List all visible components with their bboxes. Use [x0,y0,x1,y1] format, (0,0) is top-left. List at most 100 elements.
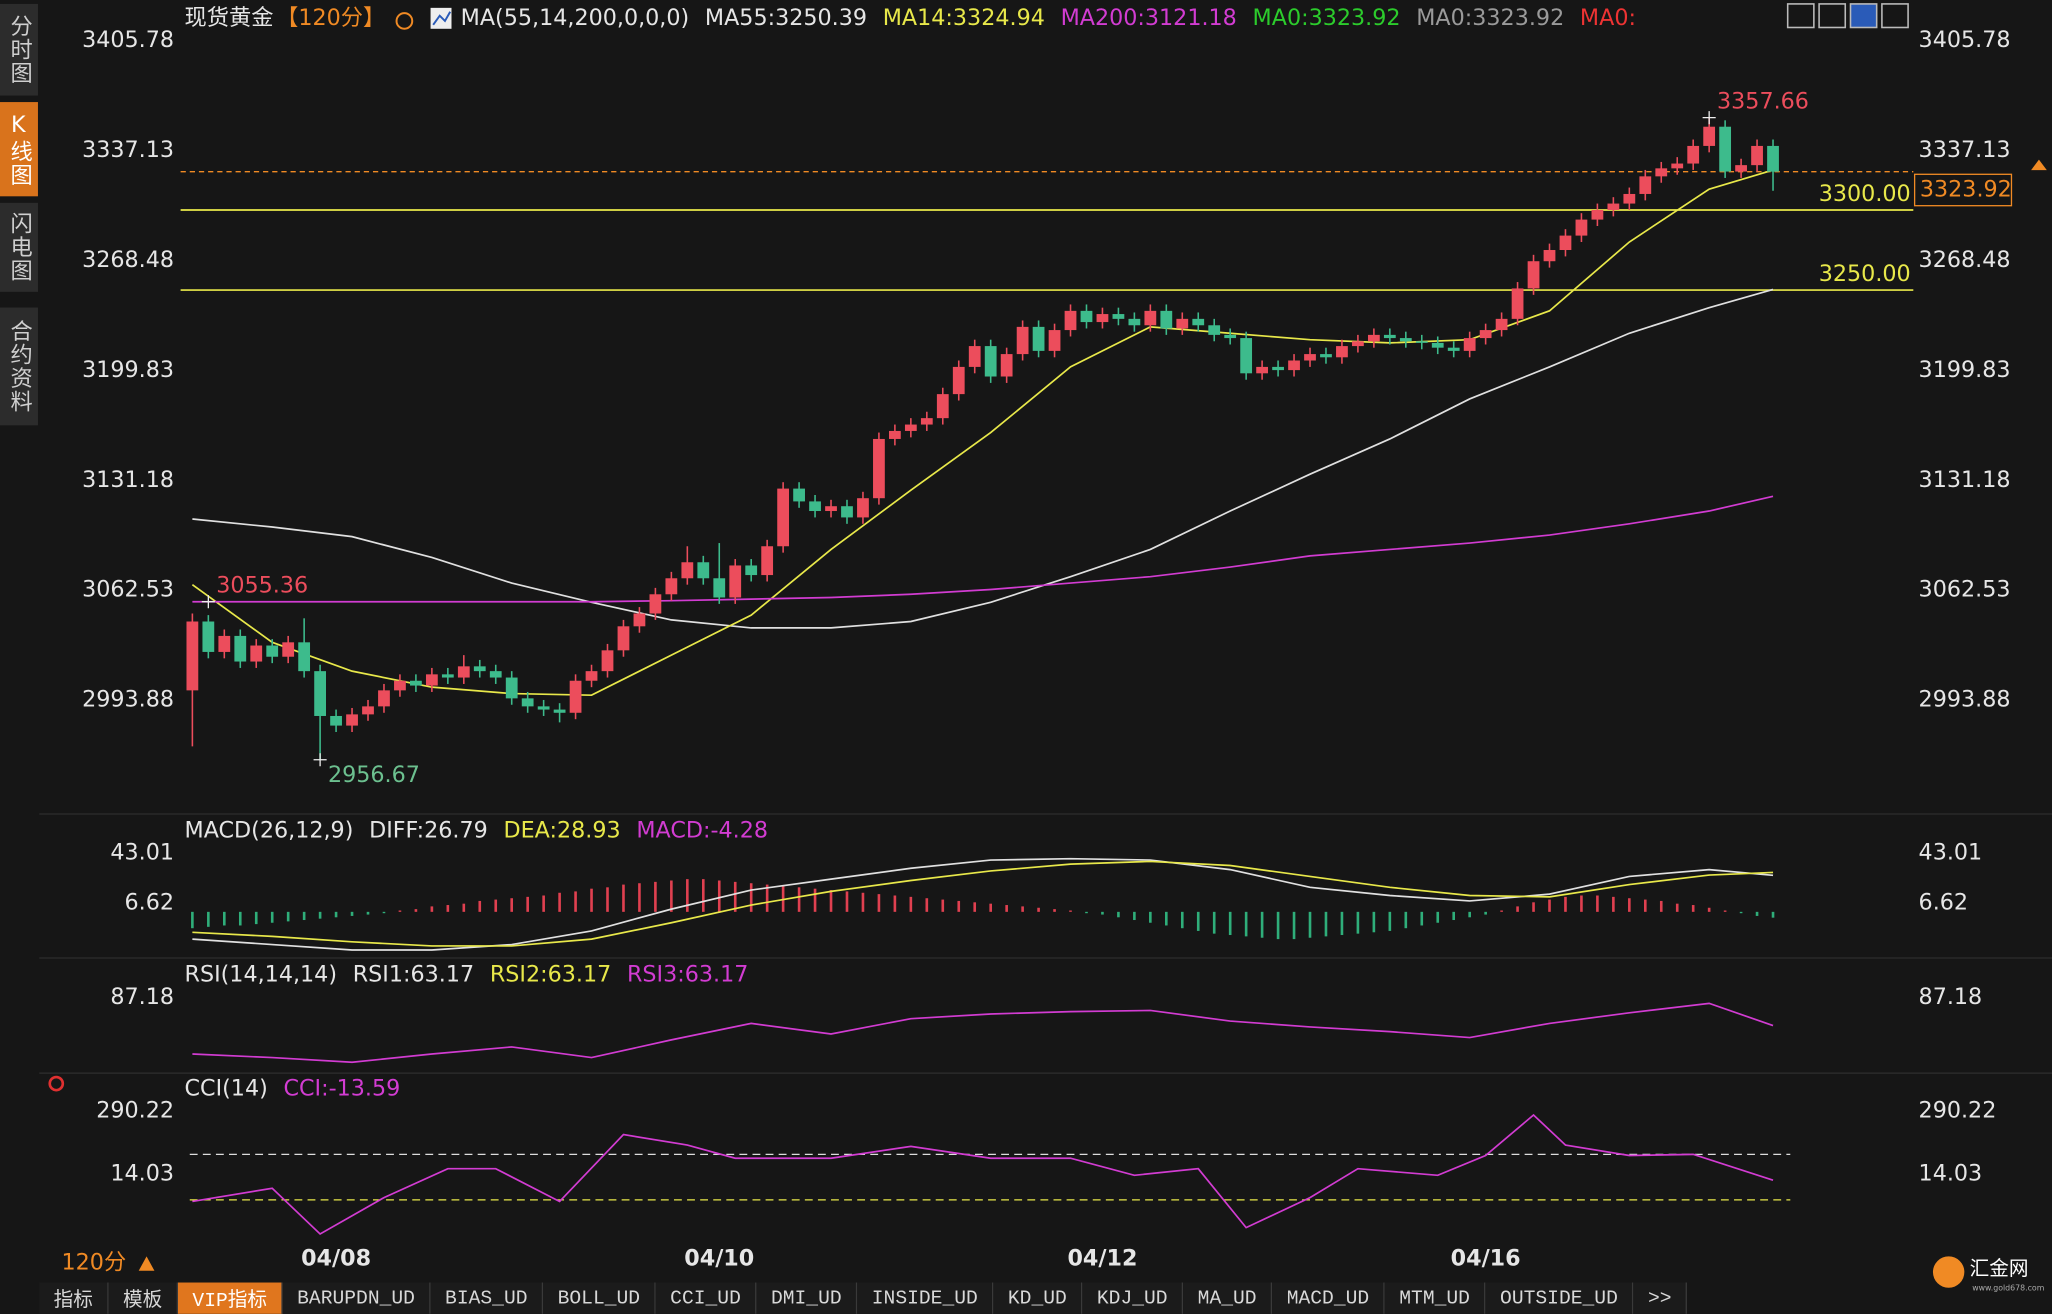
annotation: 2956.67 [328,762,420,788]
legend-item: RSI3:63.17 [627,961,748,987]
candle-body [697,562,710,579]
price-arrow [2031,159,2047,171]
candle-body [873,438,885,499]
legend-item: RSI1:63.17 [353,961,474,987]
candle-body [1096,314,1109,323]
candle-body [729,565,742,598]
logo-url: www.gold678.com [1972,1283,2044,1292]
y-tick-label: 3062.53 [82,577,174,603]
candle-body [218,635,231,652]
candle-body [1224,334,1237,339]
y-tick-label-right: 43.01 [1919,840,1983,866]
tab[interactable]: 模板 [108,1282,179,1314]
icon[interactable] [1786,3,1815,29]
tab[interactable]: BARUPDN_UD [282,1282,431,1314]
side-tab[interactable]: 闪电图 [0,202,38,292]
candle-body [250,645,263,662]
candle-body [1272,366,1284,371]
series-line [192,860,1774,947]
x-tick-label: 04/12 [1067,1245,1137,1271]
candle-body [1431,342,1444,348]
y-tick-label: 2993.88 [82,687,174,713]
side-tab[interactable]: 合约资料 [0,307,38,426]
tab[interactable]: 指标 [39,1282,109,1314]
series-line [192,1002,1774,1064]
candle-body [505,677,518,699]
icon[interactable] [1849,3,1878,29]
y-tick-label-right: 3337.13 [1919,137,2011,163]
candle-body [1032,326,1045,351]
candle-body [793,488,805,502]
period-arrow[interactable] [138,1256,155,1271]
legend-item: MA0: [1580,5,1636,31]
candle-body [1128,318,1141,326]
candle-body [1320,354,1332,358]
y-tick-label-right: 3062.53 [1919,577,2011,603]
indicator-icon-line [432,11,452,26]
candle-body [1016,326,1029,355]
y-tick-label-right: 290.22 [1919,1098,1997,1124]
candle-body [186,621,199,691]
y-tick-label-right: 14.03 [1919,1160,1983,1186]
candle-body [1160,310,1173,329]
candle-body [1495,318,1508,331]
legend-item: MACD(26,12,9) [185,818,354,844]
last-price-label: 3323.92 [1920,176,2012,202]
header-icons [395,7,452,30]
add-icon[interactable] [395,12,414,30]
y-tick-label-right: 6.62 [1919,889,1969,915]
series-line [192,495,1774,603]
tab[interactable]: MACD_UD [1272,1282,1385,1314]
legend-item: MA0:3323.92 [1253,5,1401,31]
candle-body [425,674,438,686]
tab[interactable]: INSIDE_UD [857,1282,994,1314]
x-tick-label: 04/10 [684,1245,754,1271]
tab[interactable]: KD_UD [993,1282,1083,1314]
icon[interactable] [1881,3,1909,29]
icon[interactable] [1818,3,1847,29]
candle-body [1048,330,1061,351]
candle-body [1703,126,1716,146]
period[interactable]: 120分 [62,1249,127,1275]
tab[interactable]: BOLL_UD [543,1282,656,1314]
candle-body [1144,310,1157,326]
candle-body [202,621,215,652]
candle-body [1687,145,1700,164]
candle-body [1767,145,1779,172]
legend-item: CCI(14) [185,1075,268,1101]
tab[interactable]: CCI_UD [655,1282,757,1314]
y-tick-label: 3268.48 [82,247,174,273]
logo: 汇金网 [1970,1257,2029,1280]
candle-body [569,680,582,713]
price-line-label: 3250.00 [1819,261,1911,287]
candle-body [1000,354,1013,377]
tab[interactable]: OUTSIDE_UD [1485,1282,1634,1314]
chart-period: 【120分】 [276,5,385,31]
candle-body [1383,334,1396,339]
tab[interactable]: MTM_UD [1384,1282,1486,1314]
candle-body [1559,235,1572,251]
candle-body [809,501,821,512]
tab[interactable]: KDJ_UD [1082,1282,1184,1314]
tab[interactable]: BIAS_UD [430,1282,544,1314]
tab[interactable]: >> [1633,1282,1688,1314]
tab[interactable]: DMI_UD [756,1282,858,1314]
candle-body [1336,346,1348,358]
candle-body [1208,325,1221,335]
candle-body [314,671,326,716]
tab[interactable]: MA_UD [1183,1282,1273,1314]
last-price-box [1913,173,2013,207]
candle-body [1575,219,1588,236]
legend-item: MA14:3324.94 [883,5,1045,31]
side-tab[interactable]: 分时图 [0,3,38,96]
marker-icon [48,1075,65,1092]
tab[interactable]: VIP指标 [178,1282,283,1314]
y-tick-label: 14.03 [110,1160,174,1186]
side-tab[interactable]: K线图 [0,102,38,197]
extreme-marker [201,595,215,609]
candle-body [489,671,502,678]
candle-body [745,565,758,576]
candle-body [1527,261,1540,289]
y-tick-label-right: 2993.88 [1919,687,2011,713]
candle-body [617,626,630,651]
